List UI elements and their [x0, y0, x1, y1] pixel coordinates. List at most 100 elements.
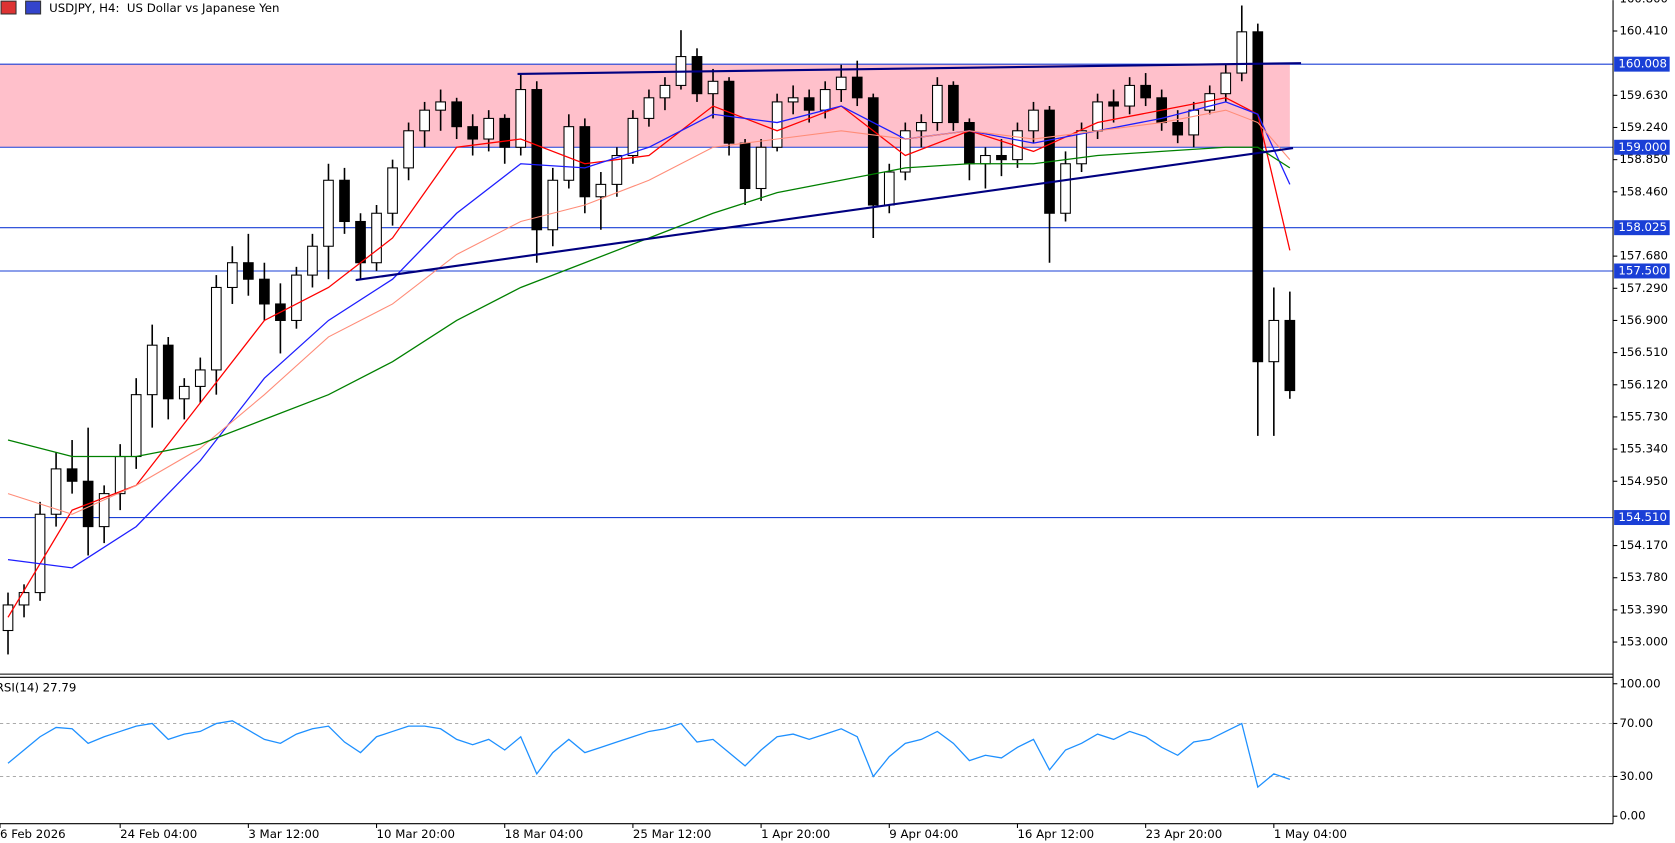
candle-body — [611, 154, 623, 185]
y-tick-label: 156.900 — [1619, 313, 1668, 327]
level-label: 157.500 — [1618, 263, 1667, 277]
level-box — [1614, 56, 1670, 72]
candle-body — [1060, 163, 1071, 214]
candle-body — [980, 154, 991, 165]
candle-body — [1092, 101, 1103, 132]
moving-average — [7, 146, 1291, 458]
candle-body — [243, 262, 254, 280]
y-tick-label: 157.680 — [1619, 249, 1668, 263]
candle-body — [803, 97, 815, 111]
y-tick-label: 153.390 — [1619, 602, 1668, 616]
y-tick-label: 158.460 — [1619, 184, 1668, 198]
x-tick-label: 1 Apr 20:00 — [761, 827, 830, 841]
candle-body — [66, 468, 78, 482]
candle-body — [387, 167, 398, 214]
symbol-icons — [0, 0, 42, 15]
candle-body — [339, 179, 350, 223]
candle-body — [210, 286, 222, 371]
x-tick-label: 24 Feb 04:00 — [120, 827, 197, 841]
level-box — [1614, 510, 1670, 526]
level-label: 154.510 — [1618, 510, 1667, 524]
trendline — [517, 62, 1302, 75]
candle-body — [964, 122, 975, 165]
y-tick-label: 0.00 — [1619, 809, 1645, 823]
candle-body — [1108, 101, 1119, 107]
candle-body — [2, 604, 14, 632]
candle-body — [1284, 319, 1296, 392]
y-tick-label: 156.510 — [1619, 345, 1668, 359]
candle-body — [451, 101, 462, 128]
level-box — [1614, 220, 1670, 236]
candle-body — [194, 369, 206, 387]
candle-body — [162, 344, 174, 400]
candle-body — [1028, 109, 1039, 132]
level-label: 159.000 — [1618, 140, 1667, 154]
y-tick-label: 155.730 — [1619, 409, 1668, 423]
chart-title: USDJPY, H4: US Dollar vs Japanese Yen — [49, 1, 279, 15]
candle-body — [996, 154, 1007, 161]
rsi-line — [7, 720, 1291, 789]
x-tick-label: 10 Mar 20:00 — [377, 827, 455, 841]
candle-body — [50, 468, 62, 515]
candle-body — [355, 220, 366, 264]
y-tick-label: 158.850 — [1619, 152, 1668, 166]
candle-body — [659, 84, 671, 99]
candle-body — [595, 183, 607, 198]
y-tick-label: 159.630 — [1619, 88, 1668, 102]
y-tick-label: 154.950 — [1619, 474, 1668, 488]
candle-body — [883, 171, 895, 206]
candle-body — [771, 101, 783, 148]
candle-body — [531, 89, 543, 231]
candle-body — [1220, 72, 1232, 95]
x-tick-label: 6 Feb 2026 — [0, 827, 66, 841]
level-box — [1614, 263, 1670, 279]
y-tick-label: 155.340 — [1619, 442, 1668, 456]
candle-body — [547, 179, 559, 231]
candle-body — [1236, 31, 1248, 74]
candle-body — [114, 455, 126, 495]
y-tick-label: 153.000 — [1619, 635, 1668, 649]
candle-body — [226, 262, 238, 288]
icon — [0, 0, 17, 15]
candle-body — [787, 97, 799, 103]
candle-body — [467, 126, 479, 140]
x-tick-label: 9 Apr 04:00 — [889, 827, 958, 841]
candle-body — [34, 513, 46, 594]
candle-body — [867, 97, 879, 206]
candle-body — [98, 493, 110, 528]
y-tick-label: 159.240 — [1619, 120, 1668, 134]
y-tick-label: 100.00 — [1619, 676, 1660, 690]
indicator-title: RSI(14) 27.79 — [0, 681, 76, 695]
candle-body — [835, 76, 847, 91]
y-tick-label: 160.410 — [1619, 24, 1668, 38]
y-tick-label: 157.290 — [1619, 281, 1668, 295]
x-tick-label: 18 Mar 04:00 — [505, 827, 583, 841]
x-tick-label: 3 Mar 12:00 — [248, 827, 319, 841]
candle-body — [291, 274, 302, 321]
candle-body — [1268, 319, 1280, 363]
moving-average — [7, 109, 1291, 515]
y-tick-label: 70.00 — [1619, 716, 1653, 730]
candle-body — [259, 278, 270, 305]
candle-body — [819, 89, 831, 111]
candle-body — [948, 84, 959, 124]
candle-body — [932, 84, 943, 124]
y-tick-label: 160.800 — [1619, 0, 1668, 5]
candle-body — [643, 97, 655, 119]
candle-body — [627, 117, 639, 157]
level-label: 160.008 — [1618, 57, 1667, 71]
candle-body — [146, 344, 158, 396]
candle-body — [18, 592, 30, 606]
moving-average — [7, 101, 1291, 569]
candle-body — [403, 130, 414, 169]
candle-body — [691, 56, 703, 95]
x-tick-label: 23 Apr 20:00 — [1146, 827, 1223, 841]
level-box — [1614, 139, 1670, 155]
y-tick-label: 156.120 — [1619, 377, 1668, 391]
candle-body — [130, 394, 142, 458]
level-label: 158.025 — [1618, 220, 1667, 234]
icon — [25, 0, 42, 15]
candle-body — [371, 212, 382, 264]
candle-body — [178, 385, 190, 400]
